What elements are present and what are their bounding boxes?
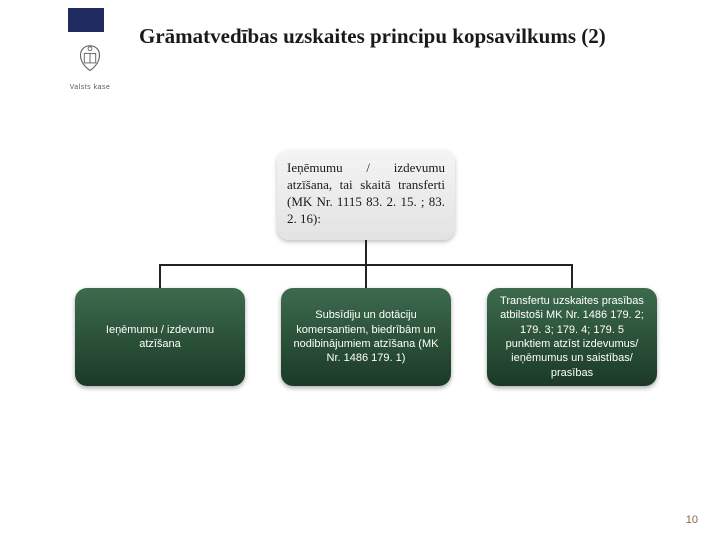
connector-vertical-child [159, 264, 161, 288]
connector-vertical-child [571, 264, 573, 288]
child-node: Transfertu uzskaites prasības atbilstoši… [487, 288, 657, 386]
page-number: 10 [686, 514, 698, 526]
flag-block [68, 8, 104, 32]
logo-area: Valsts kase [60, 42, 120, 91]
connector-vertical-main [365, 240, 367, 264]
child-node: Ieņēmumu / izdevumu atzīšana [75, 288, 245, 386]
page-title: Grāmatvedības uzskaites principu kopsavi… [139, 24, 699, 49]
child-node: Subsīdiju un dotāciju komersantiem, bied… [281, 288, 451, 386]
root-node: Ieņēmumu / izdevumu atzīšana, tai skaitā… [277, 150, 455, 240]
coat-of-arms-icon [71, 42, 109, 80]
logo-text: Valsts kase [60, 84, 120, 91]
connector-vertical-child [365, 264, 367, 288]
